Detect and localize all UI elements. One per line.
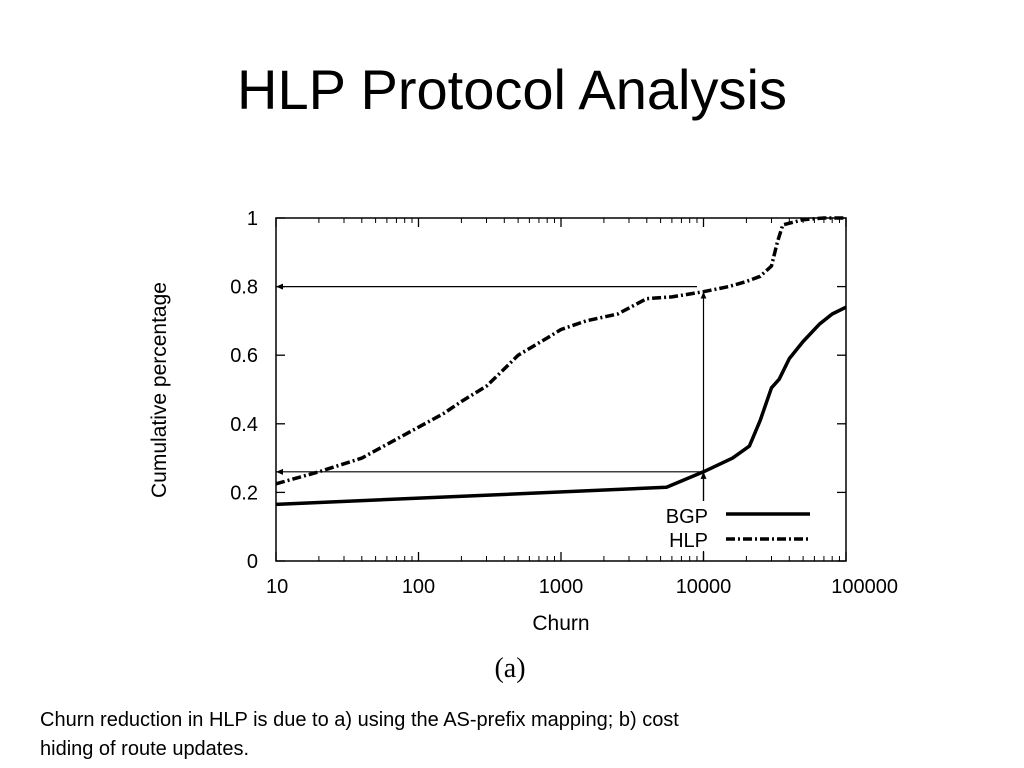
x-axis-label: Churn	[532, 612, 589, 635]
legend-label-bgp: BGP	[666, 506, 708, 528]
y-tick-label: 0.2	[230, 482, 258, 504]
x-tick-label: 100	[402, 576, 435, 598]
series-line-bgp	[275, 305, 847, 507]
cdf-chart: 0 0.2 0.4 0.6 0.8 1 10 100 1000 10000 100000 BGP H…	[148, 208, 898, 684]
y-tick-label: 0.4	[230, 414, 258, 436]
x-tick-label: 10000	[676, 576, 732, 598]
y-tick-label: 0.8	[230, 277, 258, 299]
legend-label-hlp: HLP	[669, 530, 708, 552]
y-tick-label: 1	[247, 208, 258, 230]
x-tick-label: 100000	[831, 576, 898, 598]
series-line-hlp	[275, 216, 846, 486]
x-tick-label: 1000	[539, 576, 584, 598]
y-tick-label: 0	[247, 551, 258, 573]
slide-caption: Churn reduction in HLP is due to a) usin…	[40, 709, 679, 760]
subfigure-label: (a)	[494, 653, 525, 684]
x-tick-label: 10	[266, 576, 288, 598]
series-lines	[275, 216, 847, 507]
legend-background	[640, 501, 840, 551]
y-tick-label: 0.6	[230, 345, 258, 367]
y-axis-label: Cumulative percentage	[148, 282, 171, 498]
annotation-arrows	[276, 283, 707, 561]
slide-title: HLP Protocol Analysis	[237, 58, 787, 121]
